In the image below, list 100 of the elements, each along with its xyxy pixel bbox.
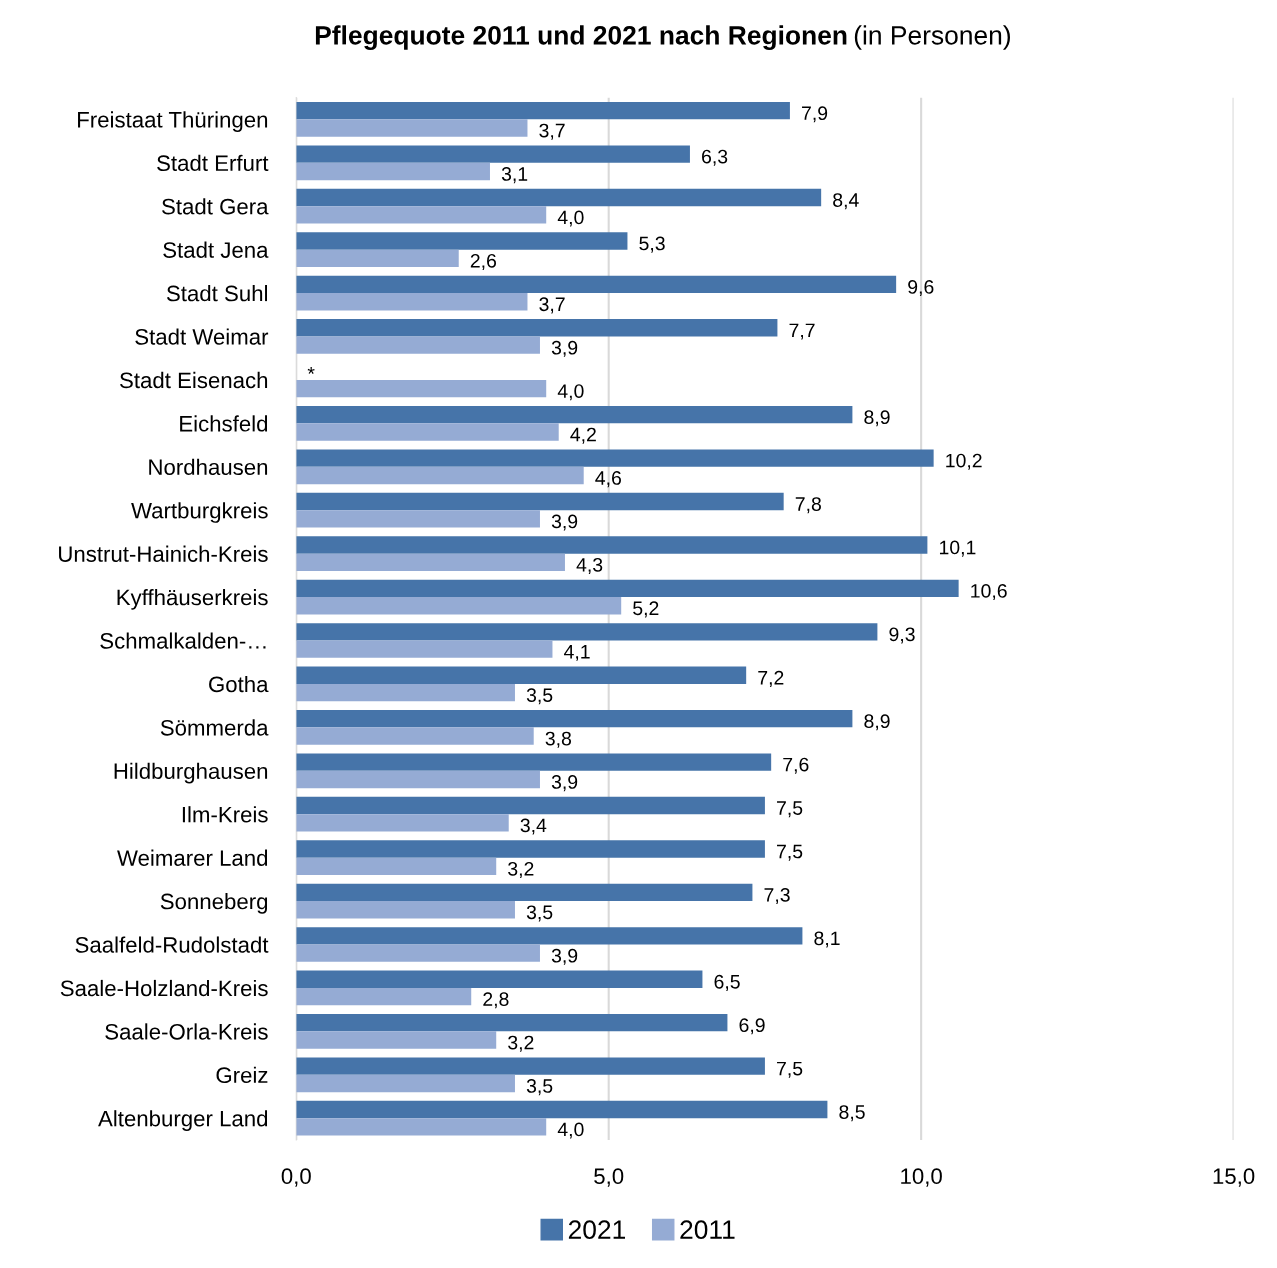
- data-label: 6,5: [714, 974, 740, 991]
- bar: [296, 206, 547, 224]
- legend-label: 2021: [568, 1220, 625, 1240]
- y-tick-label: Stadt Suhl: [166, 285, 267, 302]
- bar: [296, 579, 959, 598]
- data-label: 3,9: [551, 340, 578, 357]
- bar: [296, 119, 528, 137]
- data-label: 4,2: [570, 427, 596, 444]
- y-tick-label: Altenburger Land: [98, 1110, 268, 1131]
- bar: [296, 1100, 828, 1119]
- data-label: 5,3: [639, 236, 665, 253]
- bar: [296, 162, 490, 181]
- bar: [296, 1118, 547, 1136]
- data-label: 6,9: [739, 1018, 765, 1035]
- bar: [296, 944, 540, 962]
- y-tick-label: Saalfeld-Rudolstadt: [75, 936, 269, 953]
- y-tick-label: Schmalkalden-…: [100, 632, 266, 649]
- data-label: 8,9: [864, 714, 890, 731]
- bar: [296, 510, 540, 528]
- y-tick-label: Gotha: [209, 675, 269, 693]
- data-label: 4,3: [576, 557, 603, 575]
- data-label: 7,9: [802, 106, 828, 123]
- bar: [296, 145, 690, 163]
- data-label: 7,3: [764, 888, 790, 905]
- data-label: 3,5: [526, 905, 553, 922]
- text: *: [307, 367, 315, 374]
- data-label: 8,5: [839, 1105, 865, 1122]
- data-label: 4,0: [557, 210, 584, 227]
- y-tick-label: Unstrut-Hainich-Kreis: [59, 545, 268, 562]
- data-label: 4,6: [595, 471, 621, 488]
- chart-title: Pflegequote 2011 und 2021 nach Regionen: [315, 25, 847, 50]
- bar: [296, 796, 765, 815]
- chart-subtitle: (in Personen): [854, 25, 1010, 50]
- data-label: 10,1: [939, 540, 976, 557]
- bar: [296, 319, 778, 337]
- y-tick-label: Weimarer Land: [117, 849, 268, 866]
- data-label: 3,9: [551, 775, 578, 792]
- bar: [296, 597, 622, 615]
- data-label: 4,0: [557, 1122, 584, 1139]
- data-label: 3,2: [508, 861, 534, 879]
- bar: [296, 405, 853, 424]
- data-label: 4,0: [557, 384, 584, 401]
- legend-label: 2011: [680, 1220, 735, 1240]
- data-label: 4,1: [564, 645, 590, 661]
- bar: [296, 492, 784, 511]
- bar: [296, 770, 540, 789]
- bar: [296, 753, 772, 771]
- y-tick-label: Saale-Orla-Kreis: [105, 1023, 268, 1040]
- data-label: 10,6: [971, 584, 1007, 601]
- y-tick-label: Ilm-Kreis: [182, 806, 268, 823]
- data-label: 3,5: [526, 1079, 553, 1096]
- bar: [296, 1013, 728, 1032]
- bar: [296, 379, 547, 398]
- y-tick-label: Eichsfeld: [180, 415, 268, 432]
- data-label: 3,1: [501, 167, 528, 184]
- y-tick-label: Stadt Weimar: [135, 328, 269, 345]
- x-tick-label: 0,0: [281, 1168, 311, 1187]
- y-tick-label: Stadt Erfurt: [157, 154, 269, 172]
- data-label: 7,2: [758, 670, 784, 687]
- bar: [296, 449, 934, 467]
- data-label: 3,5: [526, 688, 553, 705]
- bar: [296, 814, 509, 832]
- bar: [296, 709, 853, 728]
- data-label: 7,5: [777, 801, 803, 818]
- data-label: 8,4: [833, 193, 859, 210]
- bar: [296, 188, 822, 207]
- y-tick-label: Sonneberg: [160, 893, 268, 914]
- data-label: 10,2: [946, 453, 982, 470]
- data-label: 8,9: [864, 410, 890, 427]
- data-label: 8,1: [814, 931, 840, 948]
- data-label: 3,9: [551, 514, 578, 531]
- data-label: 7,8: [795, 497, 821, 514]
- bar: [296, 927, 803, 945]
- bar: [296, 1057, 765, 1075]
- data-label: 2,8: [483, 992, 509, 1009]
- data-label: 5,2: [633, 601, 659, 618]
- bar: [296, 275, 897, 294]
- data-label: 7,5: [777, 1061, 803, 1078]
- y-tick-label: Wartburgkreis: [131, 502, 268, 523]
- data-label: 3,8: [545, 731, 572, 748]
- data-label: 9,3: [889, 627, 915, 644]
- y-tick-label: Hildburghausen: [114, 762, 268, 784]
- bar: [296, 423, 559, 441]
- bar: [296, 1074, 515, 1093]
- y-tick-label: Sömmerda: [160, 719, 269, 736]
- y-tick-label: Stadt Eisenach: [120, 371, 268, 389]
- bar: [296, 249, 459, 268]
- data-label: 7,7: [789, 323, 815, 340]
- bar: [296, 1031, 497, 1049]
- data-label: 3,4: [520, 818, 547, 835]
- bar: [296, 901, 515, 919]
- y-tick-label: Stadt Gera: [162, 198, 269, 215]
- data-label: 9,6: [908, 280, 934, 297]
- bar: [296, 536, 928, 554]
- bar: [296, 727, 534, 745]
- bar: [296, 640, 553, 658]
- y-tick-label: Freistaat Thüringen: [78, 111, 268, 133]
- bar: [296, 683, 515, 702]
- bar: [296, 232, 628, 250]
- data-label: 3,7: [539, 297, 565, 314]
